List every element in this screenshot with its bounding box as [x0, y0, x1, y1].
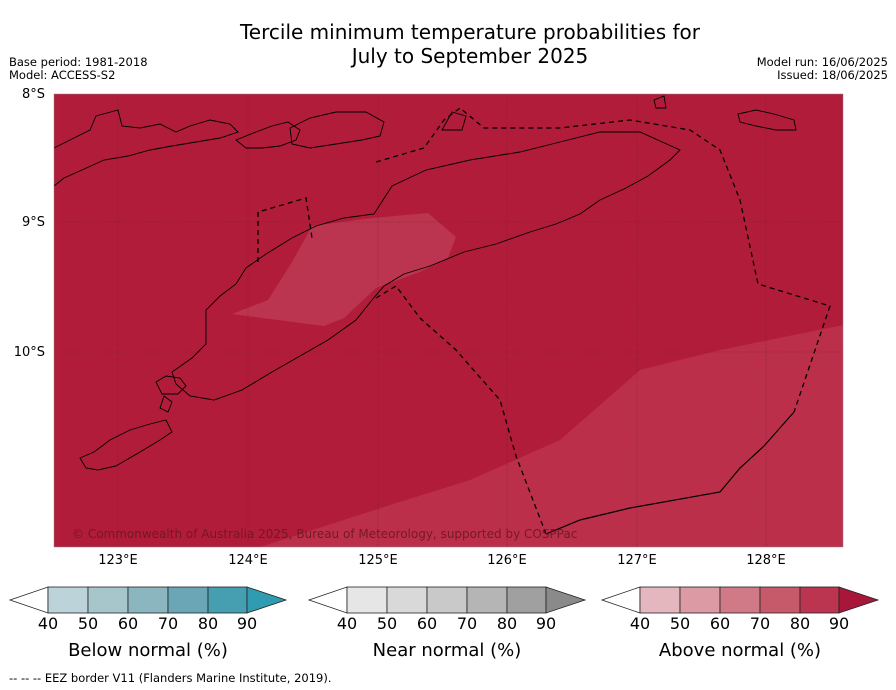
near-normal-bin-70-80 [466, 586, 508, 614]
near-normal-bin-80-90 [506, 586, 547, 614]
lon-label-124e: 124°E [228, 553, 268, 568]
eastern-island-1 [653, 95, 667, 109]
legend-tick: 80 [197, 614, 219, 633]
copyright-notice: © Commonwealth of Australia 2025, Bureau… [72, 527, 578, 541]
model-name: Model: ACCESS-S2 [9, 68, 116, 82]
legend-tick: 90 [828, 614, 850, 633]
eez-border-south [375, 285, 547, 535]
flores-coast [54, 109, 239, 187]
map-title: Tercile minimum temperature probabilitie… [0, 20, 896, 68]
above-normal-bin-50-60 [679, 586, 721, 614]
near-normal-max-arrow [545, 586, 587, 614]
model-run: Model run: 16/06/2025 [756, 55, 888, 69]
near-normal-colorbar [307, 586, 587, 614]
lon-label-128e: 128°E [746, 553, 786, 568]
lat-label-9s: 9°S [21, 215, 45, 230]
below-normal-bin-70-80 [167, 586, 209, 614]
near-normal-legend-title: Near normal (%) [372, 640, 522, 661]
eez-border-north [375, 107, 831, 413]
above-normal-bin-70-80 [759, 586, 801, 614]
legend-tick: 40 [336, 614, 358, 633]
legend-tick: 60 [117, 614, 139, 633]
near-normal-bin-60-70 [426, 586, 468, 614]
eastern-island-2 [737, 109, 797, 131]
legend-tick: 90 [236, 614, 258, 633]
legend-tick: 60 [416, 614, 438, 633]
meta-left: Base period: 1981-2018 Model: ACCESS-S2 [9, 56, 148, 82]
legend-tick: 50 [77, 614, 99, 633]
eez-border-oecusse [257, 197, 313, 262]
legend-tick: 70 [157, 614, 179, 633]
legend-tick: 90 [535, 614, 557, 633]
above-normal-bin-40-50 [639, 586, 681, 614]
grid-lines [54, 94, 843, 547]
legend-tick: 80 [496, 614, 518, 633]
semau-island [159, 395, 173, 413]
lon-label-126e: 126°E [487, 553, 527, 568]
legend-tick: 80 [789, 614, 811, 633]
alor-island [235, 121, 301, 149]
below-normal-colorbar [8, 586, 288, 614]
lon-label-125e: 125°E [358, 553, 398, 568]
title-line-1: Tercile minimum temperature probabilitie… [239, 20, 701, 44]
above-normal-min-arrow [600, 586, 641, 614]
coastlines [54, 95, 797, 471]
atauro-island [441, 111, 467, 131]
lat-label-8s: 8°S [21, 87, 45, 102]
legend-tick: 50 [376, 614, 398, 633]
above-normal-bin-60-70 [719, 586, 761, 614]
near-normal-bin-40-50 [346, 586, 388, 614]
above-normal-bin-80-90 [799, 586, 840, 614]
base-period: Base period: 1981-2018 [9, 55, 148, 69]
issued-date: Issued: 18/06/2025 [777, 68, 888, 82]
below-normal-min-arrow [8, 586, 49, 614]
probability-field-80-timor [232, 213, 456, 326]
title-line-2: July to September 2025 [351, 44, 589, 68]
below-normal-bin-60-70 [127, 586, 169, 614]
lon-label-127e: 127°E [617, 553, 657, 568]
timor-island-outline [171, 131, 681, 401]
below-normal-max-arrow [246, 586, 288, 614]
legend-tick: 50 [669, 614, 691, 633]
above-normal-legend-title: Above normal (%) [658, 640, 822, 661]
legend-tick: 40 [629, 614, 651, 633]
sawu-island [79, 419, 173, 471]
above-normal-max-arrow [838, 586, 880, 614]
map-frame [53, 93, 844, 548]
near-normal-bin-50-60 [386, 586, 428, 614]
wetar-island [289, 111, 385, 149]
legend-colorbars [8, 586, 880, 614]
near-normal-min-arrow [307, 586, 348, 614]
below-normal-bin-40-50 [47, 586, 89, 614]
eez-border [257, 107, 831, 535]
rote-island [155, 375, 187, 395]
below-normal-legend-title: Below normal (%) [68, 640, 228, 661]
legend-tick: 60 [709, 614, 731, 633]
lon-label-123e: 123°E [98, 553, 138, 568]
australia-boundary [545, 411, 795, 535]
below-normal-bin-80-90 [207, 586, 248, 614]
eez-footnote: -- -- -- EEZ border V11 (Flanders Marine… [9, 671, 332, 685]
legend-tick: 70 [456, 614, 478, 633]
probability-field-80-south [260, 325, 843, 547]
legend-tick: 40 [37, 614, 59, 633]
below-normal-bin-50-60 [87, 586, 129, 614]
lat-label-10s: 10°S [13, 345, 45, 360]
above-normal-colorbar [600, 586, 880, 614]
meta-right: Model run: 16/06/2025 Issued: 18/06/2025 [757, 56, 888, 82]
legend-tick: 70 [749, 614, 771, 633]
